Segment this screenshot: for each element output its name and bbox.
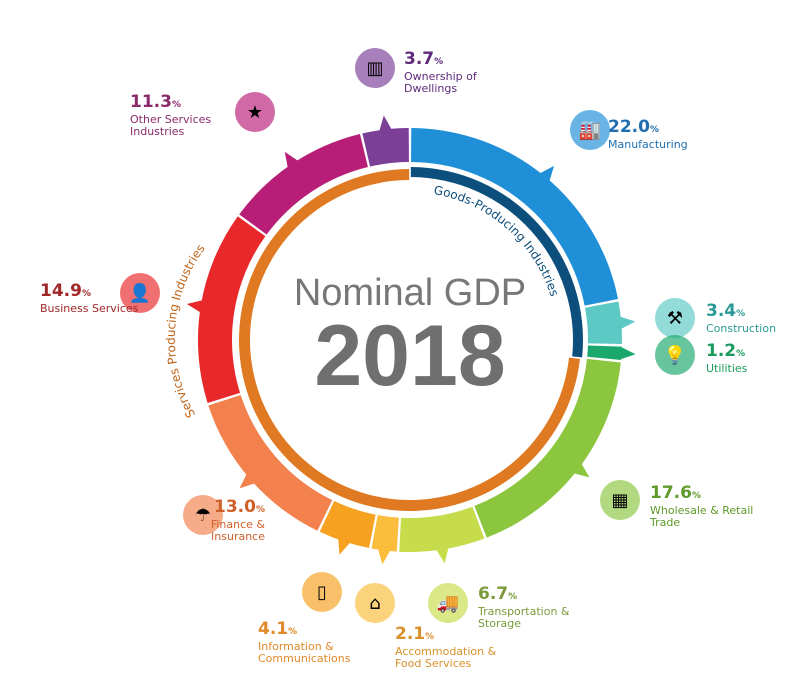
slice-manufacturing [411, 128, 619, 306]
chart-subtitle: 2018 [314, 308, 505, 404]
slice-pointer [377, 548, 391, 565]
slice-pointer [186, 300, 203, 313]
slice-label: 14.9% Business Services [40, 282, 150, 315]
slice-value: 3.7% [404, 49, 444, 69]
slice-name: Information & Communications [258, 640, 351, 665]
slice-label: 3.7% Ownership of Dwellings [404, 50, 514, 95]
slice-other-services-industries [239, 133, 368, 235]
slice-value: 17.6% [650, 483, 701, 503]
slice-label: 3.4% Construction [706, 302, 800, 335]
slice-accommodation-food-services [371, 515, 399, 552]
slice-name: Manufacturing [608, 138, 688, 151]
chart-title: Nominal GDP [294, 272, 526, 314]
slice-pointer [620, 346, 636, 360]
slice-label: 17.6% Wholesale & Retail Trade [650, 484, 760, 529]
slice-ownership-of-dwellings [362, 128, 409, 167]
slice-pointer [573, 463, 590, 478]
slice-utilities [587, 345, 622, 361]
slice-pointer [379, 115, 392, 132]
slice-business-services [198, 216, 266, 404]
slice-pointer [436, 547, 449, 564]
construction-icon: ⚒ [655, 298, 695, 338]
slice-name: Construction [706, 322, 777, 335]
slice-value: 22.0% [608, 117, 659, 137]
slice-value: 2.1% [395, 624, 435, 644]
slice-name: Utilities [706, 362, 748, 375]
slice-value: 4.1% [258, 619, 298, 639]
slice-label: 4.1% Information & Communications [258, 620, 368, 665]
slice-value: 11.3% [130, 92, 181, 112]
lightbulb-icon: 💡 [655, 335, 695, 375]
slice-name: Accommodation & Food Services [395, 645, 497, 670]
building-icon: ▥ [355, 48, 395, 88]
slice-name: Finance & Insurance [210, 518, 265, 543]
slice-value: 1.2% [706, 341, 746, 361]
slice-value: 6.7% [478, 584, 518, 604]
slice-label: 22.0% Manufacturing [608, 118, 718, 151]
slice-finance-insurance [208, 394, 333, 531]
slice-value: 3.4% [706, 301, 746, 321]
factory-icon: 🏭 [570, 110, 610, 150]
slice-label: 2.1% Accommodation & Food Services [395, 625, 505, 670]
umbrella-icon: ☂ [183, 495, 223, 535]
slice-name: Business Services [40, 302, 139, 315]
slice-transportation-storage [399, 506, 485, 552]
slice-name: Other Services Industries [130, 113, 212, 138]
slice-information-communications [319, 501, 376, 549]
slice-value: 14.9% [40, 281, 91, 301]
slice-wholesale-retail-trade [474, 358, 621, 538]
phone-icon: ▯ [302, 572, 342, 612]
truck-icon: 🚚 [428, 583, 468, 623]
slice-pointer [619, 316, 636, 330]
slice-pointer [239, 473, 256, 489]
slice-pointer [338, 538, 351, 555]
store-icon: ▦ [600, 480, 640, 520]
slice-value: 13.0% [214, 497, 265, 517]
house-icon: ⌂ [355, 583, 395, 623]
slice-label: 6.7% Transportation & Storage [478, 585, 588, 630]
star-icon: ★ [235, 92, 275, 132]
slice-label: 11.3% Other Services Industries [130, 93, 240, 138]
person-icon: 👤 [120, 273, 160, 313]
slice-label: 13.0% Finance & Insurance [155, 498, 265, 543]
slice-pointer [539, 165, 555, 182]
slice-name: Transportation & Storage [478, 605, 570, 630]
slice-name: Ownership of Dwellings [404, 70, 477, 95]
slice-pointer [284, 151, 299, 168]
slice-construction [585, 301, 622, 345]
slice-label: 1.2% Utilities [706, 342, 800, 375]
slice-name: Wholesale & Retail Trade [650, 504, 754, 529]
